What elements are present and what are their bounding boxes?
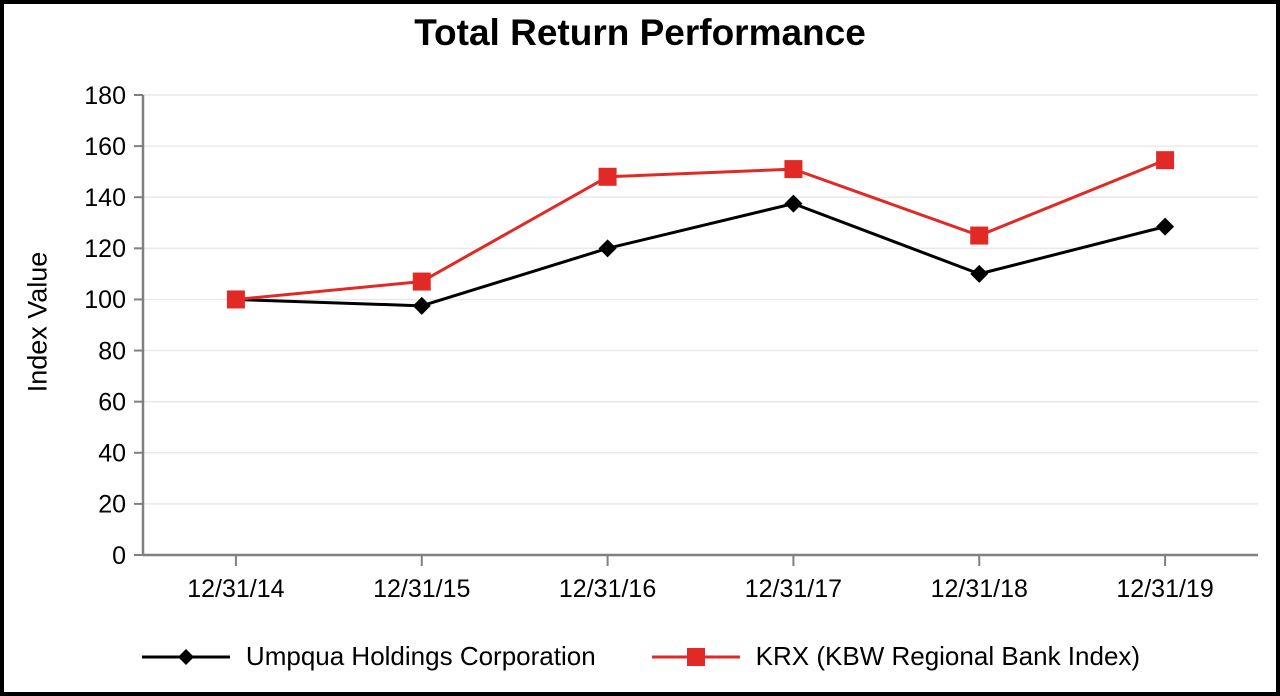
x-tick-label: 12/31/16 — [559, 575, 656, 603]
chart-title: Total Return Performance — [414, 12, 866, 53]
y-tick-label: 160 — [84, 133, 126, 161]
y-tick-label: 140 — [84, 184, 126, 212]
legend-item-umpqua: Umpqua Holdings Corporation — [140, 641, 596, 672]
y-axis-title: Index Value — [22, 251, 53, 393]
legend-label-krx: KRX (KBW Regional Bank Index) — [755, 641, 1141, 671]
data-point-diamond — [412, 296, 431, 315]
legend-item-krx: KRX (KBW Regional Bank Index) — [650, 641, 1140, 672]
y-tick-label: 20 — [98, 491, 126, 519]
data-point-diamond — [784, 194, 803, 213]
data-point-diamond — [598, 239, 617, 258]
y-tick-label: 100 — [84, 286, 126, 314]
data-point-square — [1156, 151, 1175, 170]
x-tick-label: 12/31/14 — [187, 575, 284, 603]
data-point-square — [970, 226, 989, 245]
legend-label-umpqua: Umpqua Holdings Corporation — [245, 641, 596, 671]
y-tick-label: 80 — [98, 337, 126, 365]
y-tick-label: 120 — [84, 235, 126, 263]
series-line-0 — [235, 202, 1166, 308]
x-tick-label: 12/31/17 — [745, 575, 842, 603]
data-point-square — [598, 167, 617, 186]
legend-line-diamond-icon — [141, 648, 230, 665]
data-point-square — [226, 290, 245, 309]
y-tick-label: 40 — [98, 440, 126, 468]
data-point-diamond — [1156, 217, 1175, 236]
x-tick-label: 12/31/15 — [373, 575, 470, 603]
y-tick-label: 60 — [98, 388, 126, 416]
y-tick-label: 180 — [84, 82, 126, 110]
series-line-1 — [235, 158, 1166, 301]
data-point-square — [784, 160, 803, 179]
x-tick-label: 12/31/18 — [931, 575, 1028, 603]
data-point-square — [412, 272, 431, 291]
legend: Umpqua Holdings Corporation KRX (KBW Reg… — [4, 641, 1276, 672]
data-point-diamond — [970, 264, 989, 283]
legend-line-square-icon — [651, 647, 740, 666]
x-tick-label: 12/31/19 — [1116, 575, 1213, 603]
plot-area: 0 20 40 60 80 100 120 140 160 180 12/31/14 12/31/15… — [84, 82, 1258, 603]
y-tick-label: 0 — [112, 542, 126, 570]
